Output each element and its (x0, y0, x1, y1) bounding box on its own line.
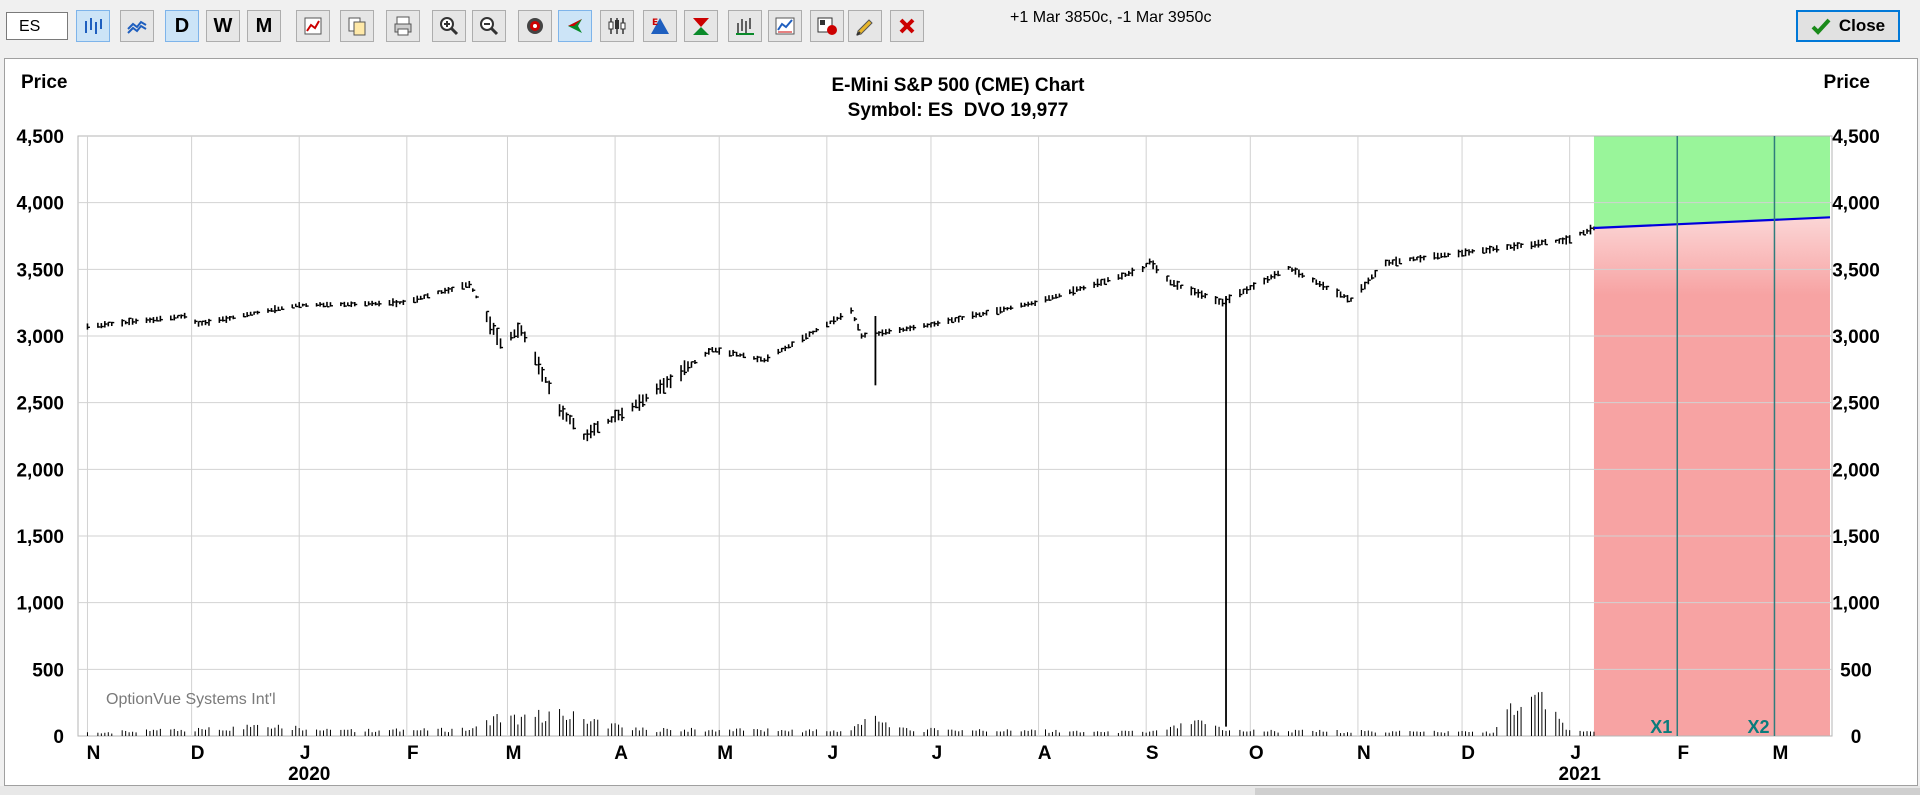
y-axis-title-left: Price (21, 72, 67, 93)
y-tick-label-right: 2,000 (1832, 460, 1880, 481)
toolbar: ES D W M E (0, 0, 1920, 56)
expiration-label: X2 (1747, 717, 1769, 737)
gridlines (77, 135, 1833, 737)
y-tick-label-right: 2,500 (1832, 394, 1880, 415)
day-button[interactable]: D (165, 10, 199, 42)
x-year-label: 2021 (1559, 764, 1602, 785)
y-tick-label-left: 500 (32, 660, 64, 681)
x-tick-label: M (506, 743, 522, 764)
y-tick-label-left: 1,000 (16, 594, 64, 615)
print-icon[interactable] (386, 10, 420, 42)
x-tick-label: J (828, 743, 839, 764)
x-tick-label: O (1249, 743, 1264, 764)
projection-layer (1593, 136, 1830, 737)
y-tick-label-left: 2,000 (16, 460, 64, 481)
strategy-status-text: +1 Mar 3850c, -1 Mar 3950c (1010, 9, 1212, 26)
chart-settings-icon[interactable] (810, 10, 844, 42)
target-icon[interactable] (518, 10, 552, 42)
y-tick-label-right: 1,500 (1832, 527, 1880, 548)
expiration-label: X1 (1650, 717, 1672, 737)
symbol-input[interactable]: ES (6, 12, 68, 40)
volume-icon[interactable] (728, 10, 762, 42)
x-tick-label: M (1773, 743, 1789, 764)
y-tick-label-left: 3,000 (16, 327, 64, 348)
chart-subtitle: Symbol: ES DVO 19,977 (848, 100, 1069, 121)
x-tick-label: N (87, 743, 101, 764)
zoom-out-icon[interactable] (472, 10, 506, 42)
y-tick-label-right: 3,500 (1832, 260, 1880, 281)
back-arrow-icon[interactable] (558, 10, 592, 42)
projection-upper-zone (1593, 136, 1830, 228)
chart-title: E-Mini S&P 500 (CME) Chart (831, 75, 1085, 96)
x-tick-label: S (1146, 743, 1159, 764)
price-bars (86, 224, 1597, 727)
y-tick-label-left: 4,500 (16, 127, 64, 148)
x-year-label: 2020 (288, 764, 330, 785)
watermark: OptionVue Systems Int'l (106, 691, 276, 708)
projection-overlay: X1 X2 (1593, 136, 1831, 737)
x-tick-label: J (932, 743, 943, 764)
delete-icon[interactable] (890, 10, 924, 42)
x-tick-label: N (1357, 743, 1371, 764)
zoom-in-icon[interactable] (432, 10, 466, 42)
projection-line (1593, 216, 1831, 230)
x-tick-label: A (614, 743, 628, 764)
x-tick-label: D (191, 743, 205, 764)
y-tick-label-left: 1,500 (16, 527, 64, 548)
y-tick-label-left: 4,000 (16, 194, 64, 215)
close-button[interactable]: Close (1796, 10, 1900, 42)
x-tick-label: J (300, 743, 311, 764)
y-tick-label-right: 0 (1851, 727, 1862, 748)
axes: 0 0 500 500 1,000 1,000 1,500 1,500 2,000 2,000 2,… (16, 127, 1879, 785)
svg-text:E: E (652, 18, 658, 28)
checkmark-icon (1811, 18, 1831, 35)
week-button[interactable]: W (206, 10, 240, 42)
volume-bars (86, 691, 1595, 736)
x-tick-label: A (1038, 743, 1052, 764)
copy-icon[interactable] (340, 10, 374, 42)
plot-frame (77, 135, 1833, 737)
indicator-icon[interactable] (768, 10, 802, 42)
x-tick-label: M (717, 743, 733, 764)
y-tick-label-left: 2,500 (16, 394, 64, 415)
x-tick-label: F (1677, 743, 1689, 764)
draw-pencil-icon[interactable] (848, 10, 882, 42)
bar-chart-icon[interactable] (76, 10, 110, 42)
x-tick-label: D (1461, 743, 1475, 764)
study-icon[interactable] (296, 10, 330, 42)
x-tick-label: F (407, 743, 419, 764)
y-tick-label-right: 4,000 (1832, 194, 1880, 215)
month-button[interactable]: M (247, 10, 281, 42)
x-tick-label: J (1570, 743, 1581, 764)
candlestick-icon[interactable] (600, 10, 634, 42)
expiration-icon[interactable] (684, 10, 718, 42)
y-axis-title-right: Price (1824, 72, 1870, 93)
y-tick-label-right: 4,500 (1832, 127, 1880, 148)
scrollbar-thumb[interactable] (1255, 788, 1920, 795)
y-tick-label-left: 3,500 (16, 260, 64, 281)
close-label: Close (1838, 16, 1886, 35)
y-tick-label-right: 3,000 (1832, 327, 1880, 348)
horizontal-scrollbar[interactable] (0, 786, 1920, 795)
y-tick-label-left: 0 (53, 727, 64, 748)
y-tick-label-right: 1,000 (1832, 594, 1880, 615)
y-tick-label-right: 500 (1840, 660, 1872, 681)
line-chart-icon[interactable] (120, 10, 154, 42)
projection-lower-zone (1593, 217, 1830, 737)
dividend-icon[interactable]: E (643, 10, 677, 42)
